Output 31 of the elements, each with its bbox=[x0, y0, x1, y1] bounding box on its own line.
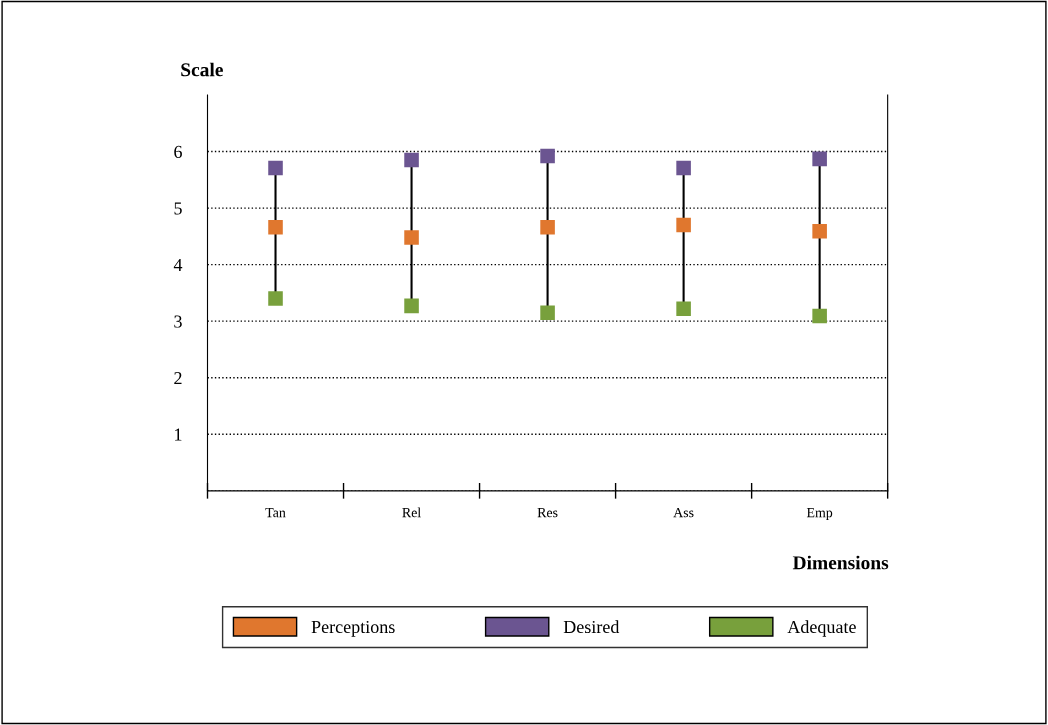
legend-label: Perceptions bbox=[311, 620, 395, 637]
point bbox=[812, 223, 827, 239]
point bbox=[676, 160, 691, 176]
x-tick-label: Rel bbox=[402, 507, 421, 518]
point bbox=[404, 152, 419, 168]
point bbox=[404, 230, 419, 245]
x-tick-label: Ass bbox=[673, 507, 694, 518]
legend-label: Adequate bbox=[787, 620, 856, 637]
point bbox=[540, 305, 555, 320]
point bbox=[540, 220, 555, 235]
y-tick-label: 5 bbox=[174, 202, 182, 215]
legend-label: Desired bbox=[563, 620, 620, 634]
x-tick-label: Emp bbox=[806, 508, 833, 521]
point bbox=[812, 308, 827, 324]
y-tick-label: 4 bbox=[173, 259, 183, 271]
point bbox=[676, 301, 691, 317]
point bbox=[540, 148, 555, 164]
point bbox=[676, 217, 691, 233]
y-tick-label: 3 bbox=[174, 315, 182, 328]
point bbox=[268, 291, 283, 306]
x-axis-title: Dimensions bbox=[792, 555, 889, 570]
y-tick-label: 2 bbox=[174, 372, 182, 384]
y-tick-label: 1 bbox=[175, 428, 182, 441]
point bbox=[268, 160, 283, 176]
point bbox=[812, 151, 827, 167]
x-tick-label: Res bbox=[537, 508, 558, 518]
y-axis-title: Scale bbox=[181, 62, 223, 77]
y-tick-label: 6 bbox=[174, 145, 182, 158]
point bbox=[268, 220, 283, 235]
x-tick-label: Tan bbox=[265, 508, 286, 518]
point bbox=[404, 298, 419, 314]
